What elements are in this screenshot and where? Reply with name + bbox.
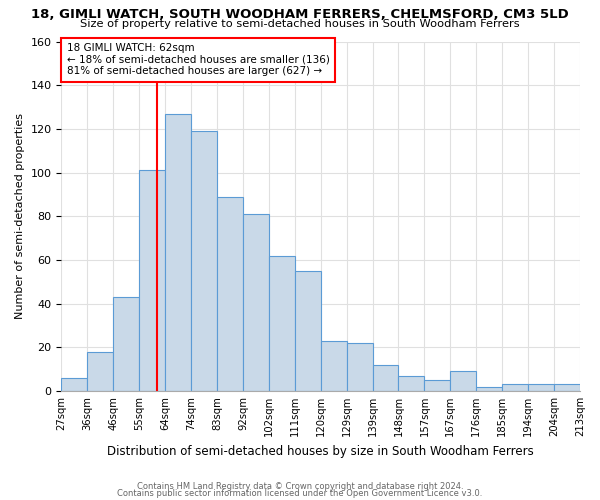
Text: Contains public sector information licensed under the Open Government Licence v3: Contains public sector information licen…	[118, 490, 482, 498]
Bar	[243, 214, 269, 391]
Bar	[502, 384, 528, 391]
Bar	[217, 196, 243, 391]
Bar	[321, 340, 347, 391]
Text: Contains HM Land Registry data © Crown copyright and database right 2024.: Contains HM Land Registry data © Crown c…	[137, 482, 463, 491]
Bar	[113, 297, 139, 391]
Bar	[476, 386, 502, 391]
X-axis label: Distribution of semi-detached houses by size in South Woodham Ferrers: Distribution of semi-detached houses by …	[107, 444, 534, 458]
Bar	[424, 380, 451, 391]
Bar	[269, 256, 295, 391]
Bar	[165, 114, 191, 391]
Bar	[191, 131, 217, 391]
Bar	[554, 384, 580, 391]
Bar	[88, 352, 113, 391]
Bar	[528, 384, 554, 391]
Bar	[139, 170, 165, 391]
Bar	[61, 378, 88, 391]
Bar	[295, 271, 321, 391]
Y-axis label: Number of semi-detached properties: Number of semi-detached properties	[15, 113, 25, 319]
Bar	[451, 372, 476, 391]
Text: 18 GIMLI WATCH: 62sqm
← 18% of semi-detached houses are smaller (136)
81% of sem: 18 GIMLI WATCH: 62sqm ← 18% of semi-deta…	[67, 43, 329, 76]
Text: Size of property relative to semi-detached houses in South Woodham Ferrers: Size of property relative to semi-detach…	[80, 19, 520, 29]
Text: 18, GIMLI WATCH, SOUTH WOODHAM FERRERS, CHELMSFORD, CM3 5LD: 18, GIMLI WATCH, SOUTH WOODHAM FERRERS, …	[31, 8, 569, 20]
Bar	[347, 343, 373, 391]
Bar	[373, 364, 398, 391]
Bar	[398, 376, 424, 391]
